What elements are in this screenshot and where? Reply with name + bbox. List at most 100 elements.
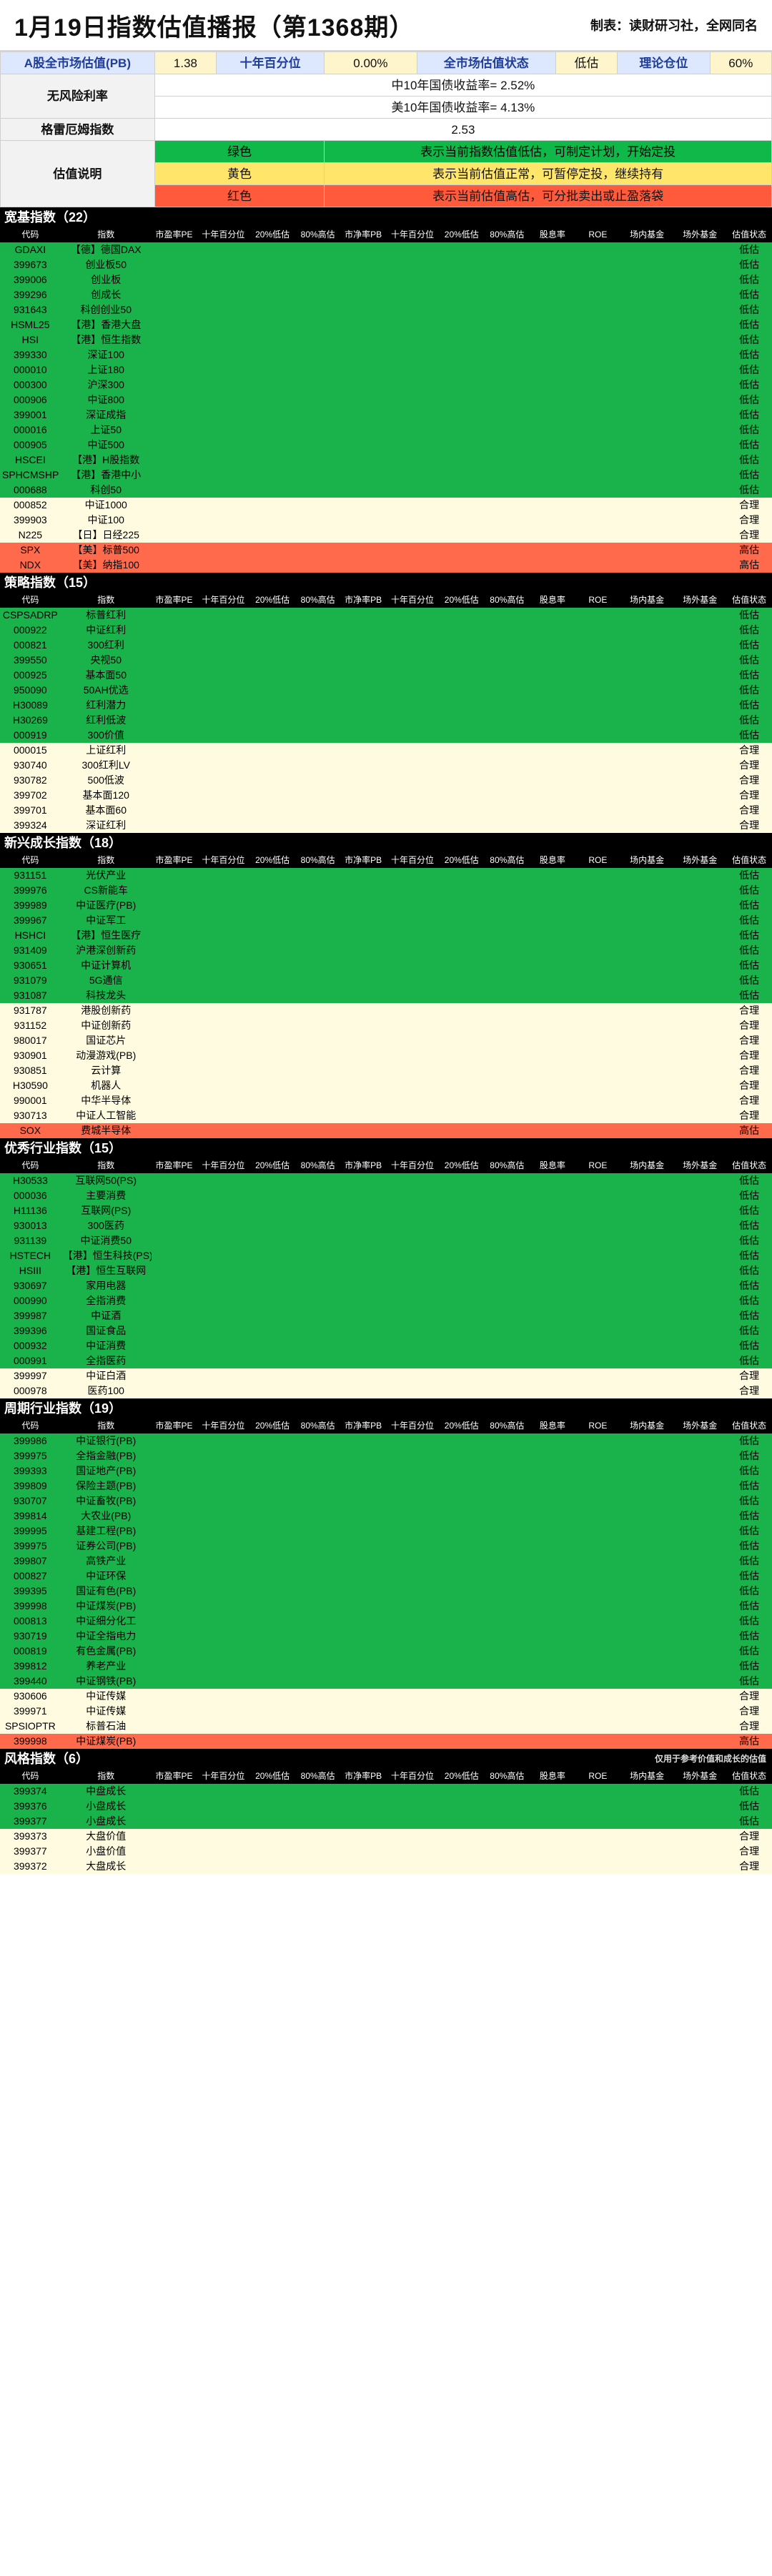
index-code: H30533 <box>0 1173 61 1188</box>
table-cell <box>673 1814 727 1829</box>
index-code: 399377 <box>0 1814 61 1829</box>
index-code: 000813 <box>0 1614 61 1629</box>
valuation-state: 低估 <box>726 1799 772 1814</box>
table-cell <box>575 438 621 453</box>
table-cell <box>340 317 386 332</box>
table-cell <box>295 1659 341 1674</box>
table-cell <box>151 1799 197 1814</box>
valuation-state: 合理 <box>726 1719 772 1734</box>
table-cell <box>673 898 727 913</box>
table-cell <box>385 1233 440 1248</box>
table-cell <box>249 1614 295 1629</box>
table-cell <box>151 1509 197 1524</box>
index-row: 930713 中证人工智能 合理 <box>0 1108 772 1123</box>
column-header: 代码 <box>0 1769 61 1784</box>
table-cell <box>197 668 250 683</box>
table-cell <box>151 1353 197 1368</box>
table-cell <box>673 913 727 928</box>
table-cell <box>575 758 621 773</box>
table-cell <box>575 1233 621 1248</box>
table-cell <box>197 728 250 743</box>
table-cell <box>249 973 295 988</box>
table-cell <box>620 1569 674 1584</box>
table-cell <box>484 438 530 453</box>
table-cell <box>620 1629 674 1644</box>
table-cell <box>249 1659 295 1674</box>
table-cell <box>151 1338 197 1353</box>
risk-free-label: 无风险利率 <box>0 74 155 119</box>
index-name: 医药100 <box>60 1383 152 1398</box>
valuation-state: 低估 <box>726 1323 772 1338</box>
table-cell <box>340 803 386 818</box>
table-cell <box>620 287 674 302</box>
table-cell <box>620 1368 674 1383</box>
table-cell <box>340 1248 386 1263</box>
index-name: 央视50 <box>60 653 152 668</box>
valuation-state: 低估 <box>726 377 772 393</box>
index-code: 930713 <box>0 1108 61 1123</box>
section-table: 代码 指数 市盈率PE 十年百分位 20%低估 80%高估 市净率PB 十年百分位 20%低估 8… <box>0 1158 772 1398</box>
index-code: 399324 <box>0 818 61 833</box>
table-cell <box>151 257 197 272</box>
table-cell <box>385 1509 440 1524</box>
table-cell <box>295 1353 341 1368</box>
table-cell <box>197 653 250 668</box>
table-cell <box>340 1308 386 1323</box>
table-cell <box>385 1048 440 1063</box>
table-cell <box>620 1278 674 1293</box>
index-code: 399296 <box>0 287 61 302</box>
table-cell <box>197 438 250 453</box>
table-cell <box>575 272 621 287</box>
index-code: 000991 <box>0 1353 61 1368</box>
table-cell <box>439 698 485 713</box>
table-cell <box>484 377 530 393</box>
table-cell <box>439 958 485 973</box>
valuation-state: 合理 <box>726 1063 772 1078</box>
table-cell <box>197 1078 250 1093</box>
table-cell <box>673 1584 727 1599</box>
table-cell <box>530 803 575 818</box>
table-cell <box>295 608 341 623</box>
index-name: 【港】香港中小 <box>60 468 152 483</box>
table-cell <box>673 453 727 468</box>
table-cell <box>530 317 575 332</box>
table-cell <box>530 1599 575 1614</box>
index-code: SPHCMSHP <box>0 468 61 483</box>
index-row: H11136 互联网(PS) 低估 <box>0 1203 772 1218</box>
table-cell <box>340 1704 386 1719</box>
table-cell <box>673 1173 727 1188</box>
valuation-state: 合理 <box>726 1018 772 1033</box>
table-cell <box>151 913 197 928</box>
table-cell <box>151 438 197 453</box>
table-cell <box>197 1554 250 1569</box>
table-cell <box>530 302 575 317</box>
table-cell <box>197 758 250 773</box>
table-cell <box>484 973 530 988</box>
index-row: 000819 有色金属(PB) 低估 <box>0 1644 772 1659</box>
table-cell <box>295 958 341 973</box>
table-cell <box>197 1278 250 1293</box>
table-cell <box>575 623 621 638</box>
table-cell <box>151 423 197 438</box>
table-cell <box>151 608 197 623</box>
table-cell <box>295 1048 341 1063</box>
column-header-row: 代码 指数 市盈率PE 十年百分位 20%低估 80%高估 市净率PB 十年百分位 20%低估 8… <box>0 1418 772 1433</box>
table-cell <box>673 362 727 377</box>
table-cell <box>249 1799 295 1814</box>
table-cell <box>673 1539 727 1554</box>
table-cell <box>484 1524 530 1539</box>
table-cell <box>575 1263 621 1278</box>
table-cell <box>439 653 485 668</box>
table-cell <box>385 1293 440 1308</box>
table-cell <box>340 1173 386 1188</box>
valuation-state: 低估 <box>726 302 772 317</box>
index-code: 930740 <box>0 758 61 773</box>
table-cell <box>151 1464 197 1479</box>
table-cell <box>530 668 575 683</box>
section-title: 风格指数（6） 仅用于参考价值和成长的估值 <box>0 1749 772 1769</box>
table-cell <box>340 958 386 973</box>
valuation-state: 低估 <box>726 1629 772 1644</box>
table-cell <box>197 883 250 898</box>
table-cell <box>249 453 295 468</box>
table-cell <box>249 883 295 898</box>
